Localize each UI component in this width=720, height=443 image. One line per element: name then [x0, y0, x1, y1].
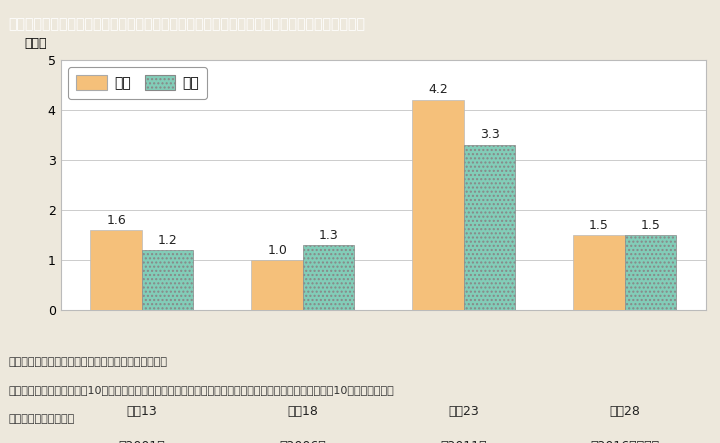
Bar: [91, 230, 142, 310]
Text: 1.6: 1.6: [107, 214, 126, 226]
Text: 1.3: 1.3: [319, 229, 338, 241]
Bar: [251, 260, 303, 310]
Text: 平成23: 平成23: [449, 405, 480, 418]
Text: （備考）１．総務省「社会生活基本調査」より作成。: （備考）１．総務省「社会生活基本調査」より作成。: [9, 357, 168, 367]
Text: 1.2: 1.2: [158, 233, 178, 246]
Text: の割合。: の割合。: [9, 414, 75, 424]
Text: （2001）: （2001）: [119, 440, 166, 443]
Text: 1.0: 1.0: [267, 244, 287, 256]
Bar: [573, 235, 625, 310]
Text: 4.2: 4.2: [428, 83, 448, 96]
Text: （2016）（年）: （2016）（年）: [590, 440, 660, 443]
Bar: [413, 100, 464, 310]
Legend: 女性, 男性: 女性, 男性: [68, 67, 207, 99]
Y-axis label: （％）: （％）: [24, 37, 47, 50]
Text: 平成28: 平成28: [609, 405, 640, 418]
Text: 1.5: 1.5: [641, 218, 660, 232]
Text: Ｉ－３－９図　災害に関係した活動（ボランティア活動）の男女別行動者率の推移（男女別）: Ｉ－３－９図 災害に関係した活動（ボランティア活動）の男女別行動者率の推移（男女…: [9, 17, 366, 31]
Bar: [142, 250, 194, 310]
Text: （2006）: （2006）: [279, 440, 326, 443]
Text: 1.5: 1.5: [589, 218, 609, 232]
Bar: [625, 235, 676, 310]
Bar: [303, 245, 354, 310]
Text: （2011）: （2011）: [441, 440, 487, 443]
Text: ２．行動者率は，10歳以上人口に占める行動者数（過去１年間に該当する種類の活動を行った人（10歳以上）の数）: ２．行動者率は，10歳以上人口に占める行動者数（過去１年間に該当する種類の活動を…: [9, 385, 395, 396]
Text: 3.3: 3.3: [480, 128, 500, 141]
Text: 平成18: 平成18: [287, 405, 318, 418]
Text: 平成13: 平成13: [127, 405, 158, 418]
Bar: [464, 145, 516, 310]
